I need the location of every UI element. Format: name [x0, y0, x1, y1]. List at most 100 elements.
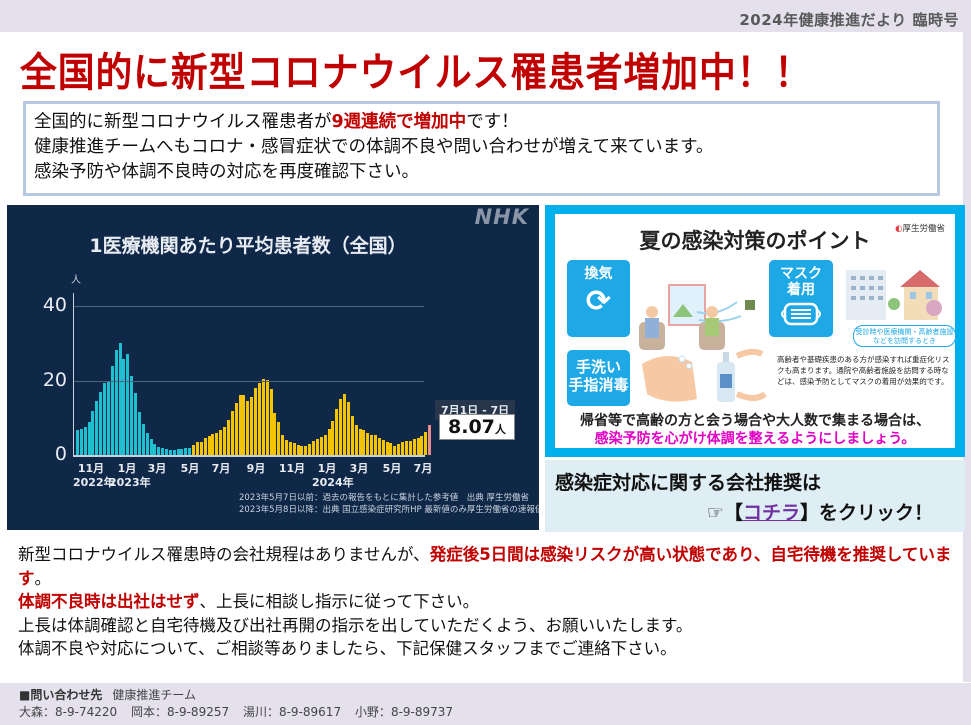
bar	[134, 392, 138, 455]
bar	[404, 441, 408, 455]
bar	[238, 395, 242, 455]
link-box-heading: 感染症対応に関する会社推奨は	[555, 472, 822, 494]
bar	[161, 448, 165, 455]
staff-name: 小野	[354, 705, 379, 719]
tile-label-line: 着用	[787, 282, 815, 298]
callout-number: 8.07	[448, 416, 495, 438]
bar	[296, 445, 300, 455]
bar	[401, 441, 405, 455]
bar	[122, 359, 126, 455]
footnote-line-2: 2023年5月8日以降：出典 国立感染症研究所HP 最新値のみ厚生労働省の速報値	[239, 505, 539, 515]
bar	[339, 398, 343, 455]
publisher-name: 厚生労働省	[902, 224, 945, 234]
bar	[180, 448, 184, 455]
bar	[234, 402, 238, 455]
staff-name: 大森	[19, 705, 44, 719]
bar	[137, 411, 141, 455]
bar	[165, 449, 168, 455]
gridline	[74, 380, 424, 382]
contact-staff-list: 大森：8-9-74220 岡本：8-9-89257 湯川：8-9-89617 小…	[19, 705, 454, 719]
ventilation-illustration	[637, 272, 759, 352]
bar	[343, 393, 347, 455]
x-tick-label: 7月	[413, 462, 433, 475]
bar	[199, 441, 203, 455]
bar	[424, 432, 428, 455]
x-tick-label: 3月	[147, 462, 167, 475]
hospital-building-illustration	[842, 262, 954, 322]
bar	[130, 375, 134, 455]
staff-ext: 8-9-89257	[167, 705, 230, 719]
tile-label-line: マスク	[780, 266, 822, 282]
bar	[315, 438, 319, 455]
x-tick-label: 5月	[382, 462, 402, 475]
callout-value: 8.07人	[439, 414, 515, 440]
bar	[428, 424, 432, 455]
bar	[87, 422, 91, 455]
bar	[184, 448, 188, 455]
summary-line-2: 健康推進チームへもコロナ・感冒症状での体調不良や問い合わせが増えて来ています。	[34, 137, 714, 157]
bar	[284, 440, 288, 455]
summary-emphasis: 9週連続で増加中	[331, 112, 467, 132]
x-year-label: 2022年	[73, 476, 115, 489]
poster-body: 夏の感染対策のポイント ◐厚生労働省 換気 ⟳ マスク 着用	[555, 214, 956, 448]
face-mask-icon	[769, 302, 833, 330]
tile-mask: マスク 着用	[769, 260, 833, 337]
chart-footnote: 2023年5月7日以前：過去の報告をもとに集計した参考値 出典 厚生労働省 20…	[239, 492, 539, 516]
link-box-cta: ☞【コチラ】をクリック！	[707, 498, 933, 525]
policy-paragraph-4: 体調不良や対応について、ご相談等ありましたら、下記保健スタッフまでご連絡下さい。	[18, 639, 677, 658]
bar	[323, 434, 327, 455]
mask-situation-pill: 受診時や医療機関・高齢者施設 などを訪問するとき	[853, 325, 956, 347]
mask-note: 高齢者や基礎疾患のある方が感染すれば重症化リスクも高まります。通院や高齢者施設を…	[777, 355, 950, 386]
company-policy-link-box: 感染症対応に関する会社推奨は ☞【コチラ】をクリック！	[545, 460, 965, 532]
bar	[354, 425, 358, 455]
bar	[288, 441, 292, 455]
bar	[366, 432, 370, 455]
mhlw-logo: ◐厚生労働省	[895, 222, 945, 234]
bar	[242, 395, 246, 455]
bar	[79, 428, 83, 455]
contact-team: 健康推進チーム	[112, 688, 196, 702]
bar	[408, 440, 412, 455]
handwash-illustration	[637, 344, 767, 406]
summary-text: です！	[466, 112, 519, 132]
bar	[141, 424, 145, 455]
tile-label-line: 手指消毒	[568, 376, 629, 394]
tile-label-line: 手洗い	[575, 358, 621, 376]
bar	[192, 445, 196, 455]
summary-line-1: 全国的に新型コロナウイルス罹患者が9週連続で増加中です！	[34, 110, 937, 135]
bar	[292, 443, 296, 455]
bar	[304, 445, 308, 455]
policy-text-span: 、上長に相談し指示に従って下さい。	[199, 592, 480, 611]
x-year-label: 2024年	[312, 476, 354, 489]
bar	[149, 439, 153, 455]
chart-title: 1医療機関あたり平均患者数（全国）	[89, 235, 407, 257]
right-edge-band	[963, 32, 971, 682]
callout-unit: 人	[494, 423, 506, 436]
staff-name: 湯川	[242, 705, 267, 719]
pill-line: 受診時や医療機関・高齢者施設	[855, 328, 954, 336]
bar	[168, 449, 172, 455]
bar	[389, 442, 393, 455]
gridline	[74, 306, 424, 308]
bar	[319, 436, 323, 455]
bar	[153, 444, 157, 455]
bar	[362, 430, 366, 455]
x-axis	[73, 455, 425, 457]
circular-arrows-icon: ⟳	[585, 284, 612, 319]
bar	[265, 379, 269, 455]
bar	[76, 429, 79, 455]
bar	[327, 428, 331, 455]
summary-text: 全国的に新型コロナウイルス罹患者が	[34, 112, 332, 132]
poster-footer-line-2: 感染予防を心がけ体調を整えるようにしましょう。	[594, 431, 916, 447]
x-tick-label: 7月	[211, 462, 231, 475]
bar	[203, 438, 207, 455]
company-policy-link[interactable]: コチラ	[742, 502, 800, 524]
bar	[416, 437, 420, 455]
contact-footer: ■問い合わせ先 健康推進チーム 大森：8-9-74220 岡本：8-9-89257…	[0, 683, 971, 725]
x-tick-label: 11月	[77, 462, 105, 475]
poster-footer-line-1: 帰省等で高齢の方と会う場合や大人数で集まる場合は、	[580, 413, 930, 429]
issue-label: 2024年健康推進だより 臨時号	[739, 11, 959, 29]
bar	[312, 440, 316, 455]
summary-line-3: 感染予防や体調不良時の対応を再度確認下さい。	[34, 162, 419, 182]
bar	[412, 439, 416, 455]
